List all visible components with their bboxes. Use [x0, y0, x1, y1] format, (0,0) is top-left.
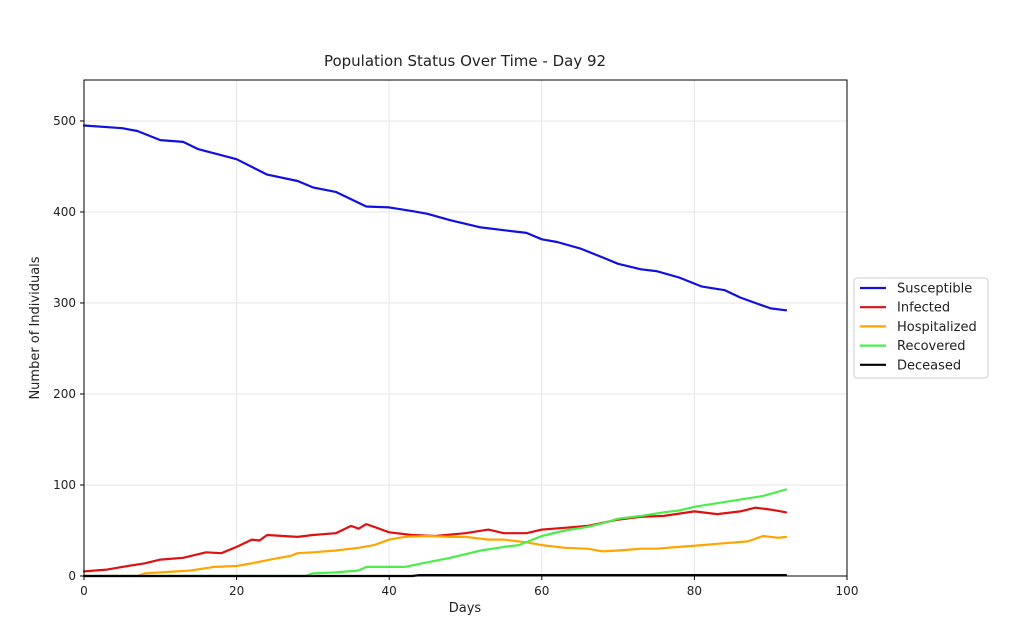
legend-label-susceptible: Susceptible [897, 282, 972, 297]
x-axis-label: Days [449, 601, 482, 616]
x-tick-label: 20 [229, 584, 244, 598]
legend-box [853, 277, 989, 379]
y-tick-label: 300 [53, 296, 76, 310]
series-line-hospitalized [82, 534, 788, 578]
legend-label-recovered: Recovered [897, 339, 966, 354]
series-line-susceptible [82, 124, 788, 312]
chart-title: Population Status Over Time - Day 92 [324, 52, 606, 70]
x-tick-label: 100 [836, 584, 859, 598]
series-line-recovered [82, 488, 788, 578]
grid-lines [83, 80, 848, 577]
x-tick-label: 0 [80, 584, 88, 598]
axis-ticks: 0 20 40 60 80 100 0 100 200 300 400 500 [53, 114, 858, 598]
legend-label-hospitalized: Hospitalized [897, 320, 977, 335]
y-tick-label: 200 [53, 387, 76, 401]
legend-label-deceased: Deceased [897, 358, 961, 373]
y-tick-label: 400 [53, 205, 76, 219]
x-tick-label: 80 [687, 584, 702, 598]
x-tick-label: 40 [382, 584, 397, 598]
y-tick-label: 100 [53, 478, 76, 492]
legend: Susceptible Infected Hospitalized Recovered… [853, 277, 989, 379]
y-tick-label: 0 [68, 569, 76, 583]
legend-label-infected: Infected [897, 301, 950, 316]
y-axis-label: Number of Individuals [28, 256, 43, 399]
x-tick-label: 60 [534, 584, 549, 598]
y-tick-label: 500 [53, 114, 76, 128]
plot-frame [83, 79, 848, 577]
series-line-infected [82, 506, 788, 573]
